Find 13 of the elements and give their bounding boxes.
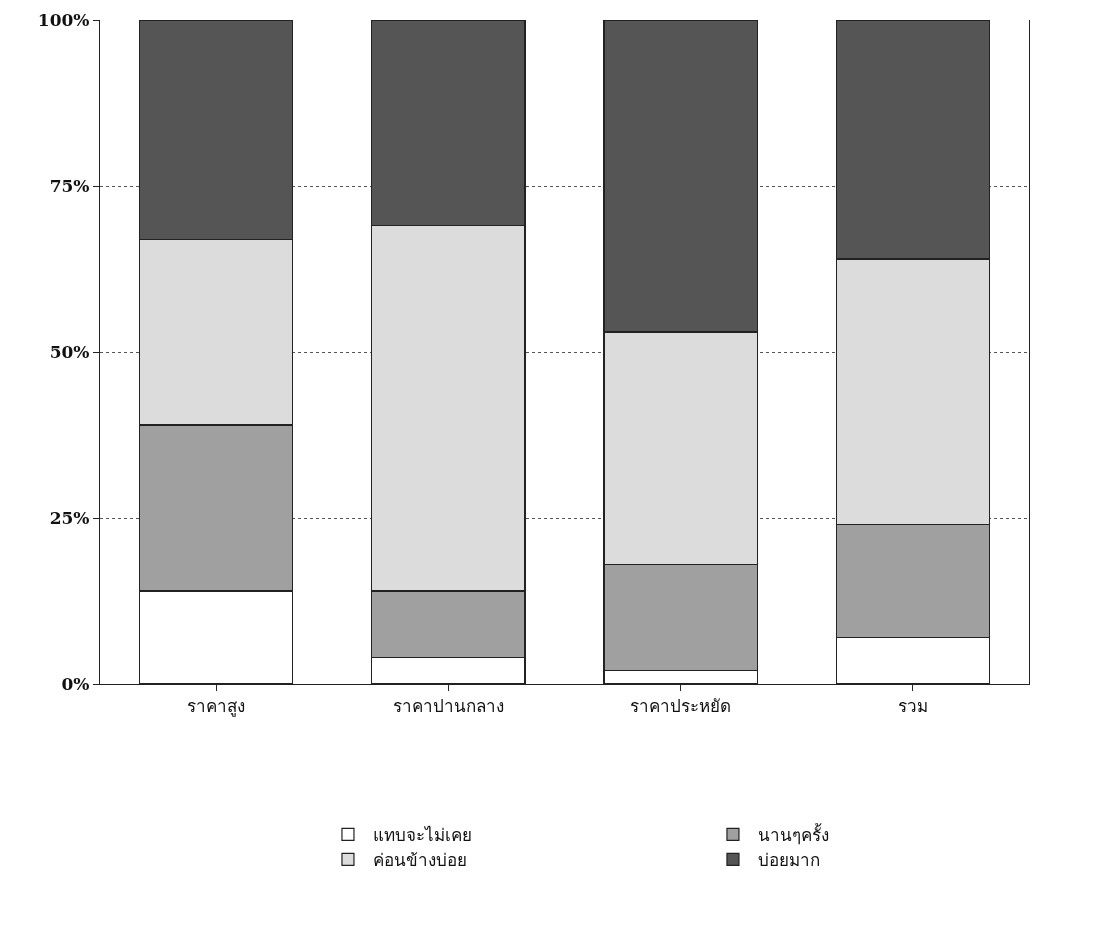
x-tick-label: ราคาสูง [187,695,246,717]
y-tick-label: 0% [61,673,90,694]
legend-label: บ่อยมาก [757,850,820,871]
x-tick-label: รวม [897,695,928,716]
x-tick-label: ราคาประหยัด [630,695,732,716]
legend-label: นานๆครั้ง [757,822,829,845]
y-tick-label: 50% [49,341,90,362]
y-tick-label: 100% [37,9,90,30]
legend-label: แทบจะไม่เคย [372,824,472,845]
x-tick-label: ราคาปานกลาง [392,695,504,716]
y-tick-label: 75% [49,175,90,196]
y-tick-label: 25% [49,507,90,528]
legend-label: ค่อนข้างบ่อย [372,850,467,871]
